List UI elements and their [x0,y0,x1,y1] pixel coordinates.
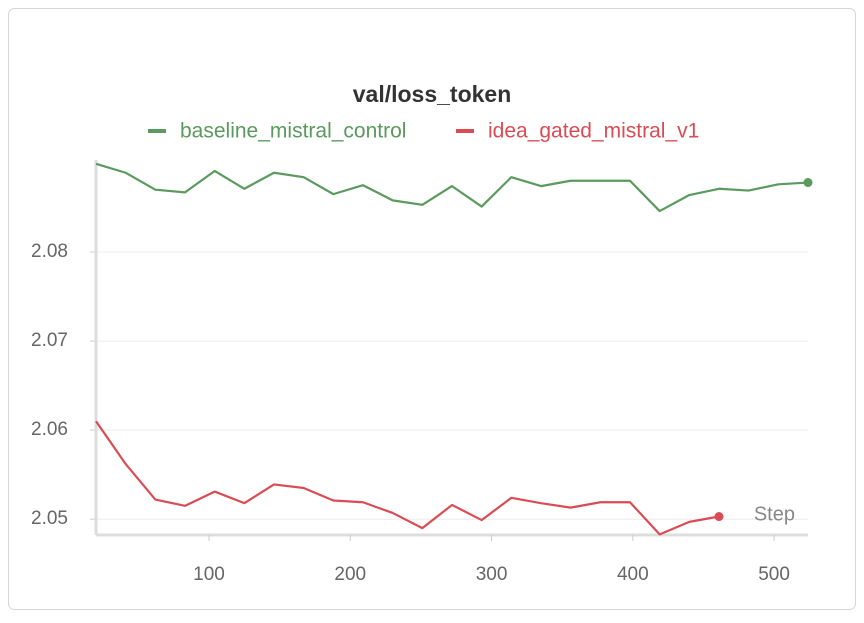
x-tick-label: 300 [476,564,508,585]
legend: baseline_mistral_control idea_gated_mistr… [148,120,699,143]
x-tick-label: 500 [758,564,790,585]
panel-frame [8,8,856,610]
x-tick-label: 100 [193,564,225,585]
y-tick-label: 2.05 [31,508,68,529]
series-line [95,420,720,536]
legend-label: idea_gated_mistral_v1 [488,120,699,143]
y-tick-label: 2.06 [31,419,68,440]
end-point [714,512,724,522]
chart-title: val/loss_token [353,81,512,107]
legend-label: baseline_mistral_control [180,120,406,143]
y-tick-label: 2.07 [31,330,68,351]
x-axis-label: Step [754,503,795,525]
end-point [803,178,813,188]
x-tick-label: 200 [334,564,366,585]
x-tick-label: 400 [617,564,649,585]
series-line [95,162,809,213]
y-tick-label: 2.08 [31,241,68,262]
